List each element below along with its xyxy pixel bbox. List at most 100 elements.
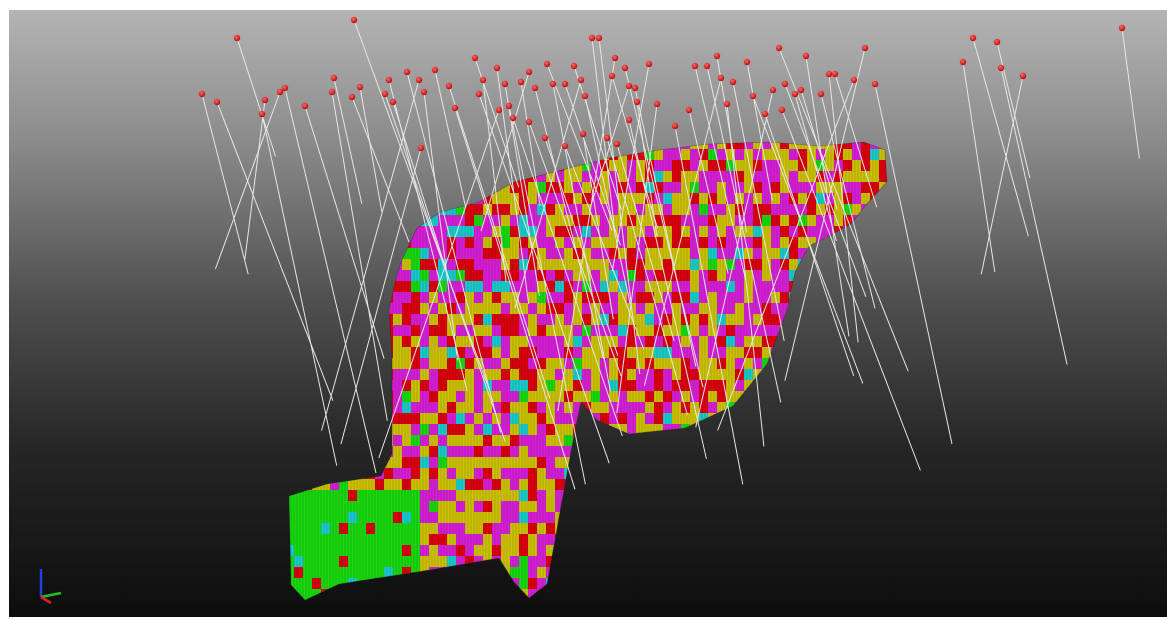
drillhole-collar[interactable]	[997, 64, 1005, 72]
drillhole-collar[interactable]	[717, 74, 725, 82]
voxel-cell	[474, 259, 483, 270]
drillhole-collar[interactable]	[501, 80, 509, 88]
drillhole-collar[interactable]	[749, 92, 757, 100]
drillhole-collar[interactable]	[850, 76, 858, 84]
drillhole-collar[interactable]	[595, 34, 603, 42]
drillhole-collar[interactable]	[611, 54, 619, 62]
voxel-body[interactable]	[285, 130, 906, 617]
drillhole-collar[interactable]	[475, 90, 483, 98]
drillhole-collar[interactable]	[791, 90, 799, 98]
drillhole-collar[interactable]	[493, 64, 501, 72]
drillhole-collar[interactable]	[817, 90, 825, 98]
voxel-cell	[771, 468, 780, 479]
drillhole-collar[interactable]	[703, 62, 711, 70]
drillhole-collar[interactable]	[531, 84, 539, 92]
drillhole-collar[interactable]	[389, 98, 397, 106]
drillhole-collar[interactable]	[713, 52, 721, 60]
drillhole-collar[interactable]	[525, 68, 533, 76]
drillhole-collar[interactable]	[633, 98, 641, 106]
drillhole-collar[interactable]	[570, 62, 578, 70]
drillhole-collar[interactable]	[577, 76, 585, 84]
drillhole-collar[interactable]	[198, 90, 206, 98]
drillhole-collar[interactable]	[685, 106, 693, 114]
drillhole-collar[interactable]	[509, 114, 517, 122]
drillhole-collar[interactable]	[761, 110, 769, 118]
drillhole-collar[interactable]	[549, 80, 557, 88]
drillhole-collar[interactable]	[729, 78, 737, 86]
drillhole-collar[interactable]	[631, 84, 639, 92]
drillhole-collar[interactable]	[261, 96, 269, 104]
drillhole-collar[interactable]	[495, 106, 503, 114]
drillhole-collar[interactable]	[653, 100, 661, 108]
drillhole-collar[interactable]	[415, 76, 423, 84]
drillhole-collar[interactable]	[1118, 24, 1126, 32]
drillhole-collar[interactable]	[276, 88, 284, 96]
drillhole-collar[interactable]	[769, 86, 777, 94]
drillhole-collar[interactable]	[797, 86, 805, 94]
drillhole-collar[interactable]	[517, 78, 525, 86]
drillhole-collar[interactable]	[621, 64, 629, 72]
drillhole-collar[interactable]	[350, 16, 358, 24]
drillhole-collar[interactable]	[625, 116, 633, 124]
drillhole-collar[interactable]	[541, 134, 549, 142]
voxel-cell	[627, 325, 636, 336]
drillhole-collar[interactable]	[825, 70, 833, 78]
drillhole-collar[interactable]	[775, 44, 783, 52]
drillhole-collar[interactable]	[420, 88, 428, 96]
drillhole-collar[interactable]	[608, 72, 616, 80]
drillhole-collar[interactable]	[671, 122, 679, 130]
drillhole-collar[interactable]	[381, 90, 389, 98]
drillhole-collar[interactable]	[561, 80, 569, 88]
drillhole-collar[interactable]	[993, 38, 1001, 46]
drillhole-collar[interactable]	[417, 144, 425, 152]
drillhole-collar[interactable]	[959, 58, 967, 66]
drillhole-collar[interactable]	[301, 102, 309, 110]
drillhole-collar[interactable]	[233, 34, 241, 42]
drillhole-collar[interactable]	[691, 62, 699, 70]
drillhole-collar[interactable]	[403, 68, 411, 76]
voxel-cell	[348, 204, 366, 226]
drillhole-collar[interactable]	[723, 100, 731, 108]
drillhole-collar[interactable]	[743, 58, 751, 66]
drillhole-collar[interactable]	[258, 110, 266, 118]
drillhole-collar[interactable]	[831, 70, 839, 78]
drillhole-collar[interactable]	[603, 134, 611, 142]
voxel-cell	[852, 402, 861, 413]
voxel-cell	[807, 545, 825, 567]
drillhole-collar[interactable]	[445, 82, 453, 90]
voxel-cell	[861, 512, 870, 523]
drillhole-collar[interactable]	[356, 83, 364, 91]
drillhole-collar[interactable]	[781, 80, 789, 88]
drillhole-collar[interactable]	[581, 92, 589, 100]
drillhole-collar[interactable]	[561, 142, 569, 150]
drillhole-collar[interactable]	[543, 60, 551, 68]
drillhole-collar[interactable]	[1019, 72, 1027, 80]
drillhole-collar[interactable]	[213, 98, 221, 106]
drillhole-collar[interactable]	[778, 106, 786, 114]
drillhole-trace	[321, 79, 420, 431]
drillhole-collar[interactable]	[588, 34, 596, 42]
drillhole-collar[interactable]	[385, 76, 393, 84]
voxel-cell	[528, 600, 546, 611]
drillhole-collar[interactable]	[505, 102, 513, 110]
3d-viewport[interactable]	[9, 10, 1167, 617]
drillhole-collar[interactable]	[281, 84, 289, 92]
scene-canvas[interactable]	[9, 10, 1167, 617]
drillhole-collar[interactable]	[871, 80, 879, 88]
drillhole-collar[interactable]	[328, 88, 336, 96]
drillhole-collar[interactable]	[348, 93, 356, 101]
drillhole-collar[interactable]	[479, 76, 487, 84]
drillhole-collar[interactable]	[613, 140, 621, 148]
drillhole-collar[interactable]	[471, 54, 479, 62]
drillhole-collar[interactable]	[969, 34, 977, 42]
drillhole-collar[interactable]	[645, 60, 653, 68]
drillhole-collar[interactable]	[525, 118, 533, 126]
drillhole-collar[interactable]	[802, 52, 810, 60]
drillhole-collar[interactable]	[625, 82, 633, 90]
drillhole-collar[interactable]	[861, 44, 869, 52]
drillhole-collar[interactable]	[431, 66, 439, 74]
drillhole-collar[interactable]	[330, 74, 338, 82]
drillhole-collar[interactable]	[579, 130, 587, 138]
drillhole-collar[interactable]	[451, 104, 459, 112]
voxel-cell	[438, 142, 456, 149]
